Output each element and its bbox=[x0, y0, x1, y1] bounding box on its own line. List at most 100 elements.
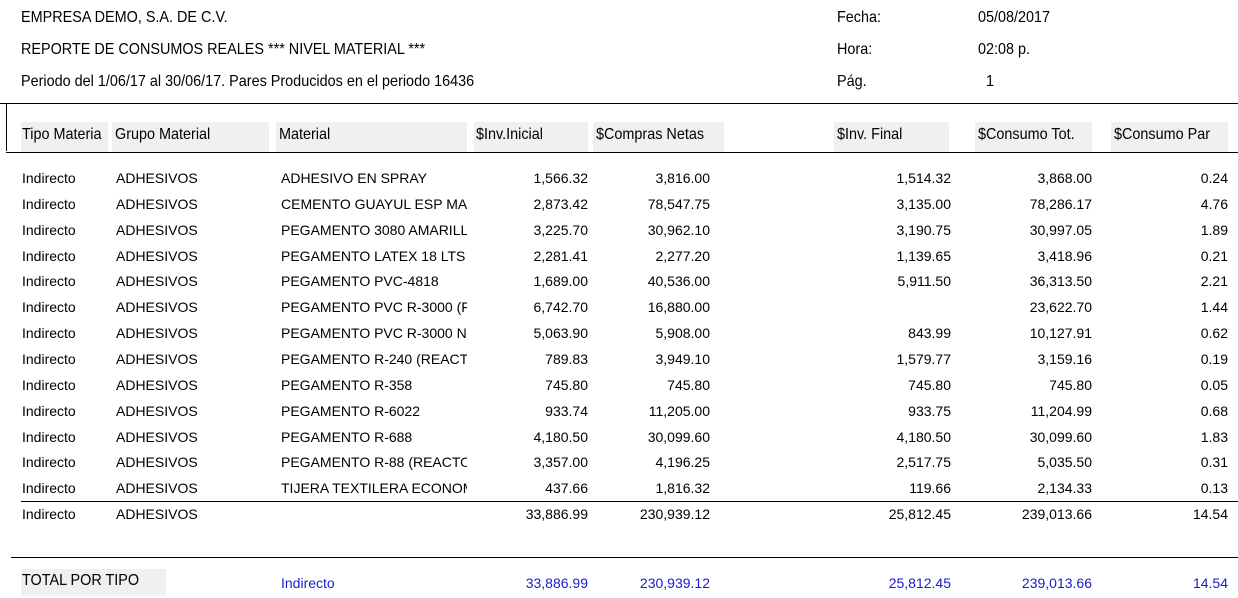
total-separator bbox=[11, 557, 1238, 558]
cell-inv-inicial: 5,063.90 bbox=[533, 325, 589, 341]
colbg-compras bbox=[593, 122, 724, 152]
cell-compras: 30,962.10 bbox=[647, 222, 710, 238]
pag-label: Pág. bbox=[837, 73, 867, 90]
cell-compras: 3,816.00 bbox=[655, 170, 711, 186]
cell-consumo-tot: 10,127.91 bbox=[1029, 325, 1092, 341]
cell-consumo-par: 2.21 bbox=[1200, 273, 1228, 289]
cell-inv-inicial: 3,357.00 bbox=[533, 454, 589, 470]
fecha-value: 05/08/2017 bbox=[978, 9, 1051, 26]
total-label: TOTAL POR TIPO bbox=[22, 572, 140, 589]
cell-inv-final: 1,139.65 bbox=[896, 248, 952, 264]
cell-compras: 4,196.25 bbox=[655, 454, 711, 470]
cell-compras: 745.80 bbox=[667, 377, 710, 393]
cell-grupo: ADHESIVOS bbox=[116, 325, 198, 341]
cell-material: PEGAMENTO PVC R-3000 (F bbox=[281, 299, 467, 315]
cell-grupo: ADHESIVOS bbox=[116, 429, 198, 445]
hora-value: 02:08 p. bbox=[978, 41, 1031, 58]
colbg-consumo-par bbox=[1111, 122, 1228, 152]
cell-compras: 2,277.20 bbox=[655, 248, 711, 264]
subtotal-compras: 230,939.12 bbox=[639, 506, 710, 522]
cell-inv-inicial: 437.66 bbox=[545, 480, 588, 496]
col-header-consumo-par: $Consumo Par bbox=[1114, 126, 1211, 143]
cell-consumo-tot: 3,868.00 bbox=[1037, 170, 1093, 186]
cell-tipo: Indirecto bbox=[22, 222, 76, 238]
company-name: EMPRESA DEMO, S.A. DE C.V. bbox=[21, 9, 228, 26]
cell-grupo: ADHESIVOS bbox=[116, 454, 198, 470]
cell-inv-final: 3,190.75 bbox=[896, 222, 952, 238]
cell-compras: 5,908.00 bbox=[655, 325, 711, 341]
colbg-consumo-tot bbox=[975, 122, 1092, 152]
subtotal-inv-final: 25,812.45 bbox=[888, 506, 951, 522]
cell-grupo: ADHESIVOS bbox=[116, 222, 198, 238]
total-tipo: Indirecto bbox=[281, 575, 335, 591]
cell-inv-inicial: 1,566.32 bbox=[533, 170, 589, 186]
total-inv-inicial: 33,886.99 bbox=[525, 575, 588, 591]
col-header-compras: $Compras Netas bbox=[596, 126, 705, 143]
total-consumo-tot: 239,013.66 bbox=[1021, 575, 1092, 591]
cell-compras: 1,816.32 bbox=[655, 480, 711, 496]
header-left-border bbox=[6, 103, 7, 151]
cell-consumo-par: 0.31 bbox=[1200, 454, 1228, 470]
cell-grupo: ADHESIVOS bbox=[116, 196, 198, 212]
cell-tipo: Indirecto bbox=[22, 325, 76, 341]
header-top-border bbox=[0, 103, 1238, 104]
cell-grupo: ADHESIVOS bbox=[116, 273, 198, 289]
cell-material: PEGAMENTO R-358 bbox=[281, 377, 413, 393]
cell-inv-inicial: 6,742.70 bbox=[533, 299, 589, 315]
cell-inv-inicial: 789.83 bbox=[545, 351, 588, 367]
cell-tipo: Indirecto bbox=[22, 196, 76, 212]
cell-inv-inicial: 4,180.50 bbox=[533, 429, 589, 445]
total-compras: 230,939.12 bbox=[639, 575, 710, 591]
fecha-label: Fecha: bbox=[837, 9, 882, 26]
cell-inv-inicial: 933.74 bbox=[545, 403, 588, 419]
header-bottom-border bbox=[6, 152, 1238, 153]
cell-grupo: ADHESIVOS bbox=[116, 248, 198, 264]
cell-compras: 40,536.00 bbox=[647, 273, 710, 289]
cell-tipo: Indirecto bbox=[22, 248, 76, 264]
cell-compras: 16,880.00 bbox=[647, 299, 710, 315]
cell-tipo: Indirecto bbox=[22, 454, 76, 470]
cell-inv-inicial: 2,873.42 bbox=[533, 196, 589, 212]
cell-material: PEGAMENTO R-688 bbox=[281, 429, 413, 445]
cell-inv-final: 843.99 bbox=[908, 325, 951, 341]
subtotal-separator bbox=[21, 501, 1238, 502]
cell-material: PEGAMENTO R-240 (REACT bbox=[281, 351, 467, 367]
cell-compras: 11,205.00 bbox=[648, 403, 710, 419]
cell-material: PEGAMENTO R-88 (REACTO bbox=[281, 454, 467, 470]
col-header-tipo: Tipo Materia bbox=[22, 126, 102, 143]
cell-grupo: ADHESIVOS bbox=[116, 377, 198, 393]
cell-consumo-tot: 745.80 bbox=[1049, 377, 1092, 393]
total-inv-final: 25,812.45 bbox=[888, 575, 951, 591]
cell-consumo-par: 0.24 bbox=[1200, 170, 1228, 186]
cell-inv-final: 119.66 bbox=[909, 480, 951, 496]
hora-label: Hora: bbox=[837, 41, 873, 58]
cell-consumo-tot: 11,204.99 bbox=[1030, 403, 1092, 419]
cell-material: PEGAMENTO 3080 AMARILL bbox=[281, 222, 467, 238]
cell-grupo: ADHESIVOS bbox=[116, 170, 198, 186]
cell-consumo-tot: 5,035.50 bbox=[1037, 454, 1093, 470]
total-label-bg bbox=[21, 569, 166, 596]
colbg-tipo bbox=[21, 122, 108, 152]
colbg-grupo bbox=[112, 122, 269, 152]
cell-consumo-par: 0.05 bbox=[1200, 377, 1228, 393]
cell-inv-final: 2,517.75 bbox=[896, 454, 952, 470]
cell-compras: 3,949.10 bbox=[655, 351, 711, 367]
subtotal-consumo-par: 14.54 bbox=[1192, 506, 1228, 522]
report-title: REPORTE DE CONSUMOS REALES *** NIVEL MAT… bbox=[21, 41, 426, 58]
cell-consumo-tot: 3,418.96 bbox=[1037, 248, 1093, 264]
cell-inv-final: 3,135.00 bbox=[896, 196, 952, 212]
cell-material: PEGAMENTO LATEX 18 LTS bbox=[281, 248, 466, 264]
cell-inv-inicial: 1,689.00 bbox=[533, 273, 589, 289]
cell-tipo: Indirecto bbox=[22, 273, 76, 289]
col-header-inv-inicial: $Inv.Inicial bbox=[476, 126, 543, 143]
cell-inv-final: 1,514.32 bbox=[896, 170, 952, 186]
subtotal-inv-inicial: 33,886.99 bbox=[525, 506, 588, 522]
cell-material: PEGAMENTO PVC-4818 bbox=[281, 273, 439, 289]
cell-tipo: Indirecto bbox=[22, 480, 76, 496]
colbg-inv-final bbox=[834, 122, 949, 152]
cell-material: ADHESIVO EN SPRAY bbox=[281, 170, 428, 186]
subtotal-consumo-tot: 239,013.66 bbox=[1021, 506, 1092, 522]
cell-material: TIJERA TEXTILERA ECONOM bbox=[281, 480, 467, 496]
cell-consumo-tot: 3,159.16 bbox=[1037, 351, 1093, 367]
pag-value: 1 bbox=[986, 73, 995, 90]
